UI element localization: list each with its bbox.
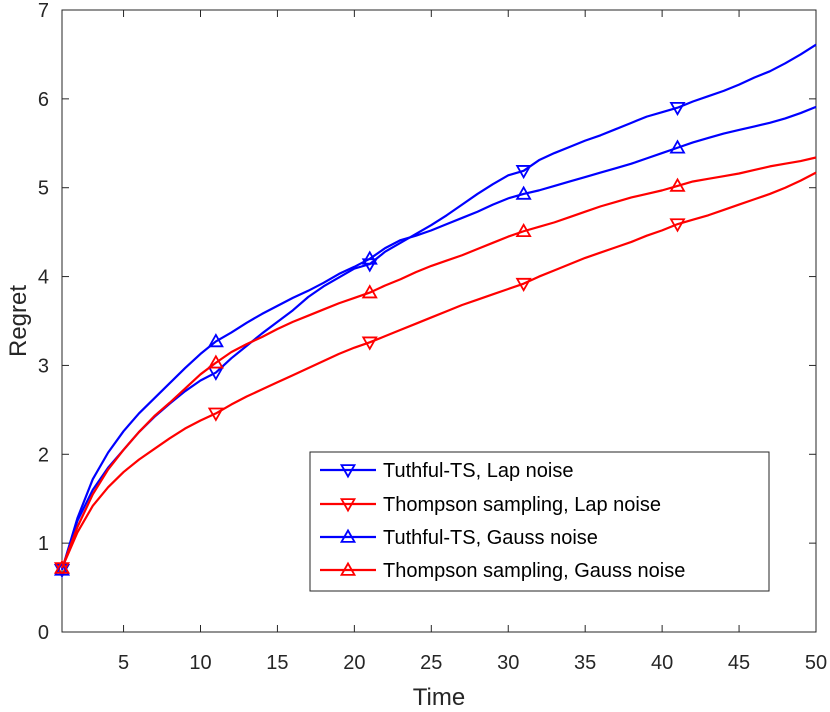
x-axis-ticks: 5 10 15 20 25 30 35 40 45 50 bbox=[118, 10, 827, 674]
x-tick-label: 10 bbox=[189, 652, 211, 674]
series-layer bbox=[53, 43, 817, 579]
y-tick-label: 3 bbox=[38, 355, 49, 377]
y-axis-title: Regret bbox=[5, 285, 32, 357]
data-point-marker bbox=[53, 559, 71, 574]
y-tick-label: 1 bbox=[38, 533, 49, 555]
series-line bbox=[60, 43, 817, 571]
legend-label: Thompson sampling, Lap noise bbox=[383, 494, 661, 516]
y-tick-label: 5 bbox=[38, 178, 49, 200]
legend-marker bbox=[339, 528, 357, 543]
y-tick-label: 2 bbox=[38, 444, 49, 466]
data-point-marker bbox=[669, 177, 686, 192]
x-tick-label: 25 bbox=[420, 652, 442, 674]
series-line bbox=[60, 105, 817, 571]
series-line bbox=[60, 156, 817, 569]
data-point-marker bbox=[515, 165, 532, 180]
legend-box bbox=[309, 451, 770, 592]
y-tick-label: 4 bbox=[38, 267, 49, 289]
data-point-marker bbox=[515, 185, 532, 200]
legend-marker bbox=[339, 561, 357, 576]
y-tick-label: 0 bbox=[38, 622, 49, 644]
legend-label: Tuthful-TS, Lap noise bbox=[383, 460, 573, 482]
legend-entry: Thompson sampling, Lap noise bbox=[320, 494, 661, 516]
data-point-marker bbox=[515, 222, 532, 238]
legend-entry: Tuthful-TS, Gauss noise bbox=[320, 527, 598, 549]
series-4 bbox=[53, 156, 817, 574]
x-tick-label: 40 bbox=[651, 652, 673, 674]
legend-marker bbox=[339, 464, 357, 479]
data-point-marker bbox=[669, 101, 686, 117]
data-point-marker bbox=[207, 407, 224, 422]
x-tick-label: 20 bbox=[343, 652, 365, 674]
x-tick-label: 5 bbox=[118, 652, 129, 674]
x-tick-label: 35 bbox=[574, 652, 596, 674]
data-point-marker bbox=[515, 277, 532, 292]
x-tick-label: 45 bbox=[728, 652, 750, 674]
y-axis-ticks: 0 1 2 3 4 5 6 7 bbox=[38, 0, 816, 644]
y-tick-label: 7 bbox=[38, 0, 49, 22]
x-tick-label: 15 bbox=[266, 652, 288, 674]
data-point-marker bbox=[361, 336, 378, 351]
legend-label: Thompson sampling, Gauss noise bbox=[383, 560, 685, 582]
x-tick-label: 30 bbox=[497, 652, 519, 674]
data-point-marker bbox=[207, 354, 224, 369]
data-point-marker bbox=[207, 333, 224, 348]
legend-label: Tuthful-TS, Gauss noise bbox=[383, 527, 598, 549]
x-tick-label: 50 bbox=[805, 652, 827, 674]
data-point-marker bbox=[669, 139, 686, 154]
data-point-marker bbox=[669, 218, 686, 233]
y-tick-label: 6 bbox=[38, 89, 49, 111]
legend-entry: Tuthful-TS, Lap noise bbox=[320, 460, 573, 482]
legend-entry: Thompson sampling, Gauss noise bbox=[320, 560, 685, 582]
data-point-marker bbox=[361, 250, 378, 265]
data-point-marker bbox=[361, 284, 378, 299]
legend: Tuthful-TS, Lap noise Thompson sampling, … bbox=[309, 451, 770, 592]
legend-marker bbox=[339, 498, 357, 513]
x-axis-title: Time bbox=[413, 684, 465, 711]
series-line bbox=[60, 171, 817, 569]
